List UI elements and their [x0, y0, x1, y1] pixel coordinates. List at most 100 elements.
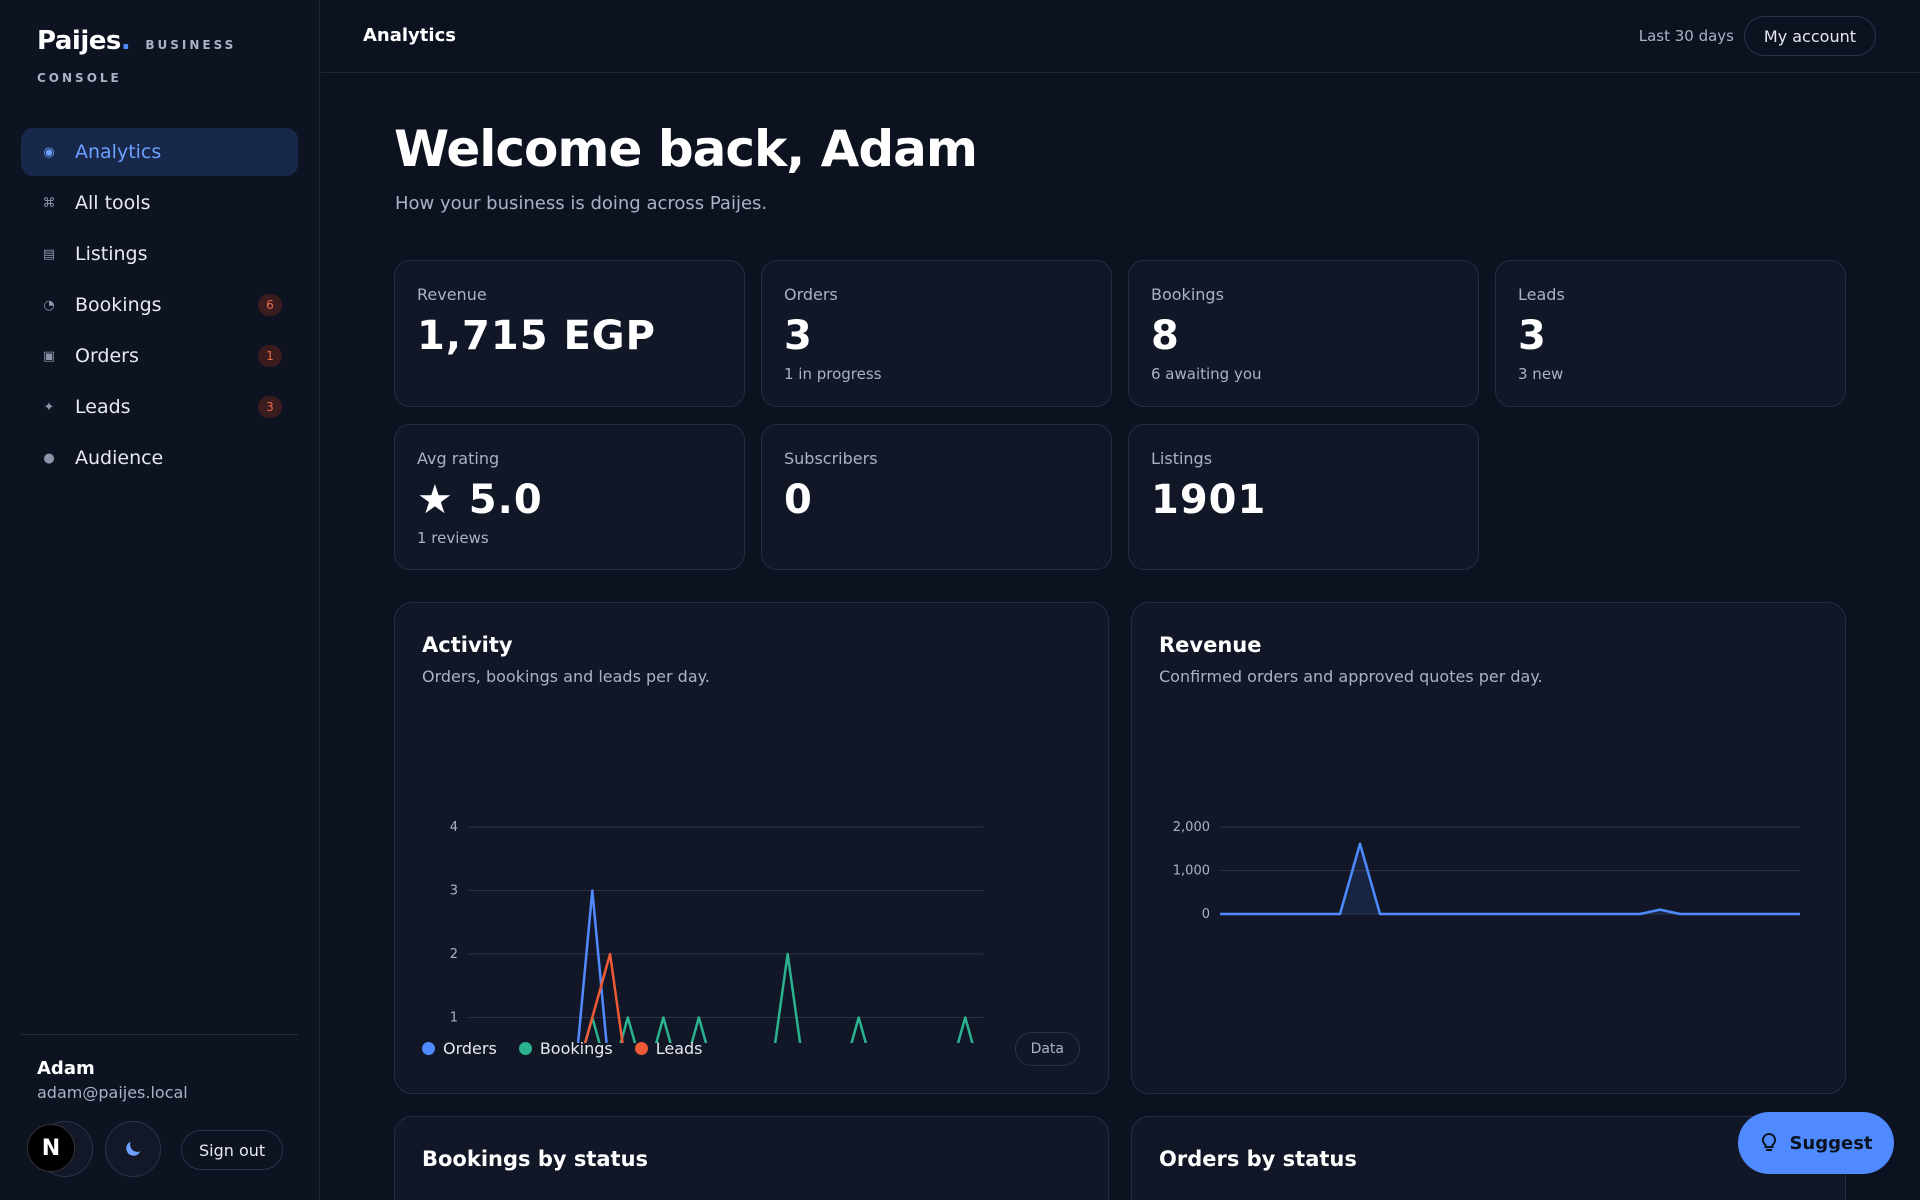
stat-value: 8 [1151, 313, 1180, 359]
panel-title: Activity [422, 633, 513, 657]
command-icon: ⌘ [42, 195, 56, 211]
my-account-button[interactable]: My account [1743, 16, 1876, 56]
sidebar-item-label: Analytics [75, 141, 162, 163]
stat-value: 3 [784, 313, 813, 359]
sidebar-item-label: Listings [75, 243, 148, 265]
stat-sub: 1 reviews [417, 529, 489, 547]
y-tick-label: 1,000 [1173, 864, 1210, 879]
panel-subtitle: Confirmed orders and approved quotes per… [1159, 667, 1543, 686]
stat-label: Revenue [417, 285, 487, 304]
sidebar-item-listings[interactable]: ▤ Listings [21, 230, 298, 278]
topbar: Analytics Last 30 days My account [321, 0, 1920, 73]
sidebar-item-label: Leads [75, 396, 131, 418]
stat-label: Orders [784, 285, 838, 304]
series-line-leads [583, 952, 624, 1043]
avatar[interactable]: N [27, 1124, 75, 1172]
stat-sub: 1 in progress [784, 365, 882, 383]
series-line-orders [576, 889, 608, 1043]
sidebar-item-label: Audience [75, 447, 164, 469]
user-name: Adam [37, 1058, 95, 1079]
analytics-icon: ◉ [43, 144, 55, 160]
data-button[interactable]: Data [1014, 1032, 1080, 1066]
y-tick-label: 2 [450, 947, 458, 962]
stat-card-subscribers[interactable]: Subscribers 0 [761, 424, 1112, 570]
bookings-icon: ◔ [43, 297, 55, 313]
page-title: Analytics [363, 25, 456, 46]
bookings-count-badge: 6 [258, 294, 282, 316]
stat-value: 1,715 EGP [417, 313, 656, 359]
sidebar-item-bookings[interactable]: ◔ Bookings 6 [21, 281, 298, 329]
stat-sub: 6 awaiting you [1151, 365, 1262, 383]
lightbulb-icon [1762, 1132, 1777, 1151]
orders-count-badge: 1 [258, 345, 282, 367]
stat-label: Leads [1518, 285, 1565, 304]
legend-dot [634, 1042, 648, 1055]
legend-item-orders[interactable]: Orders [422, 1039, 497, 1058]
legend-dot [422, 1042, 435, 1055]
leads-count-badge: 3 [258, 396, 282, 418]
stat-sub: 3 new [1518, 365, 1564, 383]
y-tick-label: 1 [450, 1011, 458, 1026]
stat-card-leads[interactable]: Leads 3 3 new [1495, 260, 1846, 407]
sidebar-item-label: All tools [75, 192, 151, 214]
sidebar-item-all-tools[interactable]: ⌘ All tools [21, 179, 298, 227]
sidebar-item-label: Bookings [75, 294, 162, 316]
sidebar-nav: ◉ Analytics ⌘ All tools ▤ Listings ◔ Boo… [21, 128, 298, 485]
series-line-revenue [1220, 842, 1800, 916]
panel-title: Revenue [1159, 633, 1262, 657]
sidebar-item-analytics[interactable]: ◉ Analytics [21, 128, 298, 176]
audience-icon: ● [43, 450, 55, 466]
sidebar: Paijes. BUSINESS CONSOLE ◉ Analytics ⌘ A… [0, 0, 320, 1200]
activity-legend: Orders Bookings Leads [422, 1039, 703, 1058]
legend-item-leads[interactable]: Leads [634, 1039, 703, 1058]
sidebar-item-label: Orders [75, 345, 139, 367]
suggest-button[interactable]: Suggest [1738, 1112, 1894, 1174]
orders-by-status-panel: Orders by status [1131, 1116, 1846, 1200]
sidebar-item-audience[interactable]: ● Audience [21, 434, 298, 482]
stat-card-listings[interactable]: Listings 1901 [1128, 424, 1479, 570]
bookings-by-status-panel: Bookings by status [394, 1116, 1109, 1200]
stat-label: Avg rating [417, 449, 500, 468]
stat-value: 0 [784, 477, 813, 523]
panel-subtitle: Orders, bookings and leads per day. [422, 667, 710, 686]
stat-card-bookings[interactable]: Bookings 8 6 awaiting you [1128, 260, 1479, 407]
series-line-bookings [583, 952, 974, 1043]
legend-item-bookings[interactable]: Bookings [518, 1039, 613, 1058]
panel-title: Orders by status [1159, 1147, 1357, 1171]
brand[interactable]: Paijes. BUSINESS [37, 26, 237, 56]
stat-value: 3 [1518, 313, 1547, 359]
theme-toggle-button[interactable] [105, 1121, 161, 1177]
legend-dot [518, 1042, 532, 1055]
stat-card-orders[interactable]: Orders 3 1 in progress [761, 260, 1112, 407]
stat-label: Bookings [1151, 285, 1224, 304]
legend-label: Leads [655, 1039, 703, 1058]
sidebar-item-leads[interactable]: ✦ Leads 3 [21, 383, 298, 431]
stat-card-avg-rating[interactable]: Avg rating ★ 5.0 1 reviews [394, 424, 745, 570]
sign-out-button[interactable]: Sign out [181, 1130, 284, 1170]
stat-card-revenue[interactable]: Revenue 1,715 EGP [394, 260, 745, 407]
brand-logo: Paijes [37, 26, 121, 56]
sidebar-item-orders[interactable]: ▣ Orders 1 [21, 332, 298, 380]
stat-value: ★ 5.0 [417, 477, 543, 523]
date-range-selector[interactable]: Last 30 days [1638, 27, 1734, 45]
y-tick-label: 3 [450, 884, 458, 899]
stat-value: 1901 [1151, 477, 1267, 523]
panel-title: Bookings by status [422, 1147, 649, 1171]
y-tick-label: 4 [450, 820, 458, 835]
moon-icon [126, 1141, 141, 1156]
revenue-area [1220, 843, 1800, 914]
activity-panel: Activity Orders, bookings and leads per … [394, 602, 1109, 1094]
suggest-label: Suggest [1789, 1132, 1873, 1154]
user-email: adam@paijes.local [37, 1083, 188, 1102]
sidebar-divider [21, 1034, 298, 1035]
revenue-panel: Revenue Confirmed orders and approved qu… [1131, 602, 1846, 1094]
legend-label: Bookings [539, 1039, 613, 1058]
listings-icon: ▤ [42, 246, 56, 262]
stat-label: Listings [1151, 449, 1213, 468]
activity-chart: 012347 Jul21 Jul5 AugOrdersBookingsLeads [450, 820, 983, 1043]
brand-console: CONSOLE [37, 71, 122, 85]
welcome-title: Welcome back, Adam [394, 120, 978, 178]
legend-label: Orders [443, 1039, 497, 1058]
stat-label: Subscribers [784, 449, 878, 468]
